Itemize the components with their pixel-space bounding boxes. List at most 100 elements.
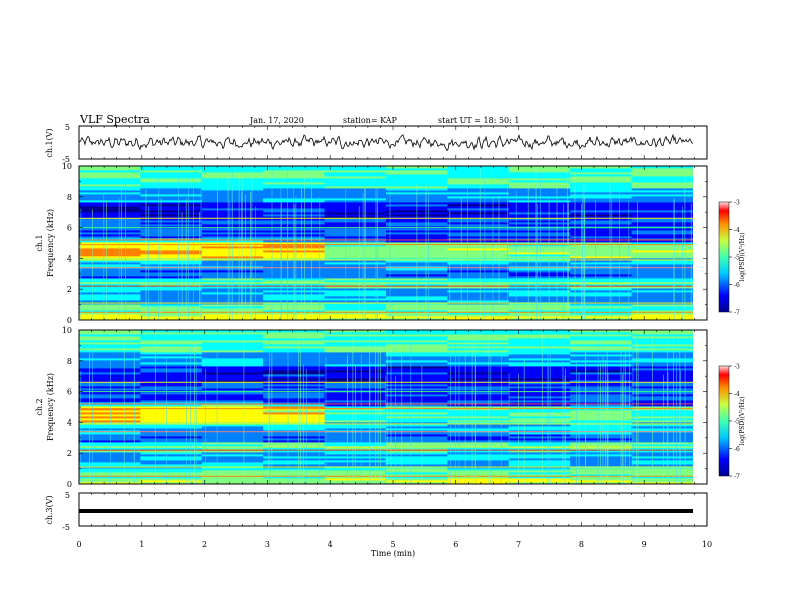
heatmap-cell	[201, 276, 264, 279]
heatmap-cell	[79, 268, 141, 271]
heatmap-cell	[570, 398, 633, 401]
heatmap-cell	[140, 212, 203, 215]
heatmap-cell	[263, 422, 326, 425]
heatmap-cell	[201, 402, 264, 405]
heatmap-cell	[79, 434, 141, 437]
heatmap-cell	[79, 206, 141, 209]
heatmap-cell	[201, 380, 264, 383]
heatmap-cell	[201, 348, 264, 351]
heatmap-cell	[447, 482, 510, 484]
heatmap-cell	[324, 246, 387, 249]
ch2-ylabel: ch.2	[35, 398, 44, 415]
heatmap-cell	[508, 176, 571, 179]
heatmap-cell	[631, 396, 693, 399]
heatmap-cell	[140, 396, 203, 399]
ch1-ticks	[78, 126, 708, 159]
heatmap-cell	[324, 350, 387, 353]
heatmap-cell	[447, 198, 510, 201]
heatmap-cell	[570, 426, 633, 429]
heatmap-cell	[570, 204, 633, 207]
heatmap-cell	[508, 382, 571, 385]
heatmap-cell	[140, 180, 203, 183]
heatmap-cell	[201, 300, 264, 303]
heatmap-cell	[386, 428, 448, 431]
heatmap-cell	[447, 366, 510, 369]
heatmap-cell	[140, 274, 203, 277]
heatmap-cell	[570, 428, 633, 431]
heatmap-cell	[570, 366, 633, 369]
heatmap-cell	[570, 306, 633, 309]
heatmap-cell	[447, 422, 510, 425]
heatmap-cell	[79, 416, 141, 419]
heatmap-cell	[79, 204, 141, 207]
heatmap-cell	[140, 260, 203, 263]
heatmap-cell	[140, 270, 203, 273]
heatmap-cell	[508, 414, 571, 417]
heatmap-cell	[631, 314, 693, 317]
heatmap-cell	[447, 360, 510, 363]
heatmap-cell	[79, 372, 141, 375]
heatmap-cell	[263, 230, 326, 233]
heatmap-cell	[263, 420, 326, 423]
colorbar-tick-label: -6	[734, 282, 740, 289]
heatmap-cell	[201, 404, 264, 407]
x-tick-label: 7	[516, 540, 521, 549]
heatmap-cell	[140, 448, 203, 451]
heatmap-cell	[570, 476, 633, 479]
heatmap-cell	[263, 208, 326, 211]
y-tick-label: 0	[67, 316, 72, 325]
heatmap-cell	[201, 270, 264, 273]
heatmap-cell	[201, 458, 264, 461]
heatmap-cell	[570, 206, 633, 209]
heatmap-cell	[263, 392, 326, 395]
heatmap-cell	[631, 292, 693, 295]
heatmap-cell	[447, 228, 510, 231]
heatmap-cell	[324, 316, 387, 319]
heatmap-cell	[631, 194, 693, 197]
heatmap-cell	[508, 454, 571, 457]
heatmap-cell	[570, 478, 633, 481]
heatmap-cell	[324, 268, 387, 271]
heatmap-cell	[631, 246, 693, 249]
heatmap-cell	[447, 288, 510, 291]
heatmap-cell	[263, 384, 326, 387]
heatmap-cell	[570, 274, 633, 277]
heatmap-cell	[508, 298, 571, 301]
heatmap-cell	[140, 304, 203, 307]
heatmap-cell	[570, 382, 633, 385]
heatmap-cell	[79, 194, 141, 197]
heatmap-cell	[324, 334, 387, 337]
ch1-ylabel: ch.1	[35, 234, 44, 251]
heatmap-cell	[570, 270, 633, 273]
heatmap-cell	[201, 254, 264, 257]
heatmap-cell	[140, 402, 203, 405]
heatmap-cell	[263, 474, 326, 477]
heatmap-cell	[263, 198, 326, 201]
heatmap-cell	[508, 402, 571, 405]
heatmap-cell	[631, 198, 693, 201]
heatmap-cell	[508, 432, 571, 435]
heatmap-cell	[570, 244, 633, 247]
heatmap-cell	[201, 406, 264, 409]
heatmap-cell	[570, 312, 633, 315]
heatmap-cell	[201, 376, 264, 379]
heatmap-cell	[508, 346, 571, 349]
heatmap-cell	[447, 270, 510, 273]
heatmap-cell	[631, 412, 693, 415]
heatmap-cell	[201, 234, 264, 237]
heatmap-cell	[447, 256, 510, 259]
heatmap-cell	[324, 292, 387, 295]
heatmap-cell	[570, 464, 633, 467]
heatmap-cell	[631, 366, 693, 369]
ch2-colorbar: -3 -4 -5 -6 -7 log(PSD)(V²/Hz)	[718, 364, 746, 481]
heatmap-cell	[263, 218, 326, 221]
heatmap-cell	[140, 408, 203, 411]
heatmap-cell	[447, 358, 510, 361]
heatmap-cell	[324, 230, 387, 233]
heatmap-cell	[447, 420, 510, 423]
heatmap-cell	[447, 378, 510, 381]
heatmap-cell	[140, 424, 203, 427]
heatmap-cell	[447, 212, 510, 215]
heatmap-cell	[447, 350, 510, 353]
heatmap-cell	[447, 432, 510, 435]
